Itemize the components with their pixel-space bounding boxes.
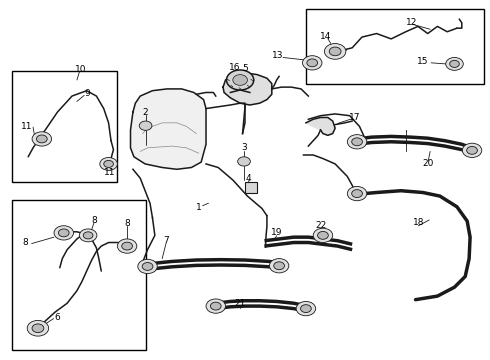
Circle shape	[226, 70, 254, 90]
Circle shape	[233, 75, 247, 85]
Circle shape	[83, 232, 93, 239]
Bar	[12, 71, 117, 182]
Text: 10: 10	[75, 65, 87, 74]
Text: 8: 8	[91, 216, 97, 225]
Circle shape	[313, 228, 333, 243]
Circle shape	[274, 262, 285, 270]
Circle shape	[307, 59, 318, 67]
Circle shape	[139, 121, 152, 130]
Text: 17: 17	[349, 113, 360, 122]
Text: 20: 20	[422, 159, 434, 168]
Circle shape	[79, 229, 97, 242]
Text: 6: 6	[54, 313, 60, 322]
Circle shape	[462, 143, 482, 157]
Circle shape	[238, 157, 250, 166]
Text: 8: 8	[124, 219, 130, 228]
Circle shape	[100, 157, 117, 170]
Circle shape	[296, 301, 316, 316]
Circle shape	[32, 132, 51, 146]
Text: 16: 16	[228, 63, 240, 72]
Text: 19: 19	[271, 228, 282, 237]
Text: 18: 18	[413, 219, 424, 228]
Circle shape	[300, 305, 311, 312]
Text: 22: 22	[315, 221, 326, 230]
Text: 3: 3	[241, 143, 247, 152]
Circle shape	[104, 161, 113, 167]
Circle shape	[347, 135, 367, 149]
Bar	[306, 9, 484, 84]
Polygon shape	[223, 73, 272, 105]
Text: 8: 8	[22, 238, 27, 247]
Circle shape	[466, 147, 477, 154]
Circle shape	[329, 47, 341, 56]
Bar	[245, 182, 257, 193]
Text: 5: 5	[243, 64, 248, 73]
Circle shape	[27, 320, 49, 336]
Circle shape	[270, 258, 289, 273]
Circle shape	[54, 226, 74, 240]
Circle shape	[36, 135, 47, 143]
Circle shape	[450, 60, 459, 67]
Circle shape	[352, 190, 363, 198]
Circle shape	[446, 58, 463, 70]
Circle shape	[318, 231, 328, 239]
Circle shape	[122, 242, 132, 250]
Circle shape	[206, 299, 225, 313]
Text: 15: 15	[417, 57, 429, 66]
Text: 14: 14	[319, 32, 331, 41]
Text: 12: 12	[406, 18, 418, 27]
Circle shape	[142, 262, 153, 270]
Text: 2: 2	[143, 108, 148, 117]
Circle shape	[324, 44, 346, 59]
Circle shape	[210, 302, 221, 310]
Text: 7: 7	[163, 236, 169, 245]
Text: 13: 13	[272, 51, 284, 60]
Circle shape	[302, 56, 322, 70]
Text: 1: 1	[196, 203, 201, 212]
Polygon shape	[130, 89, 206, 169]
Text: 4: 4	[245, 174, 251, 183]
Circle shape	[32, 324, 44, 333]
Circle shape	[138, 259, 157, 274]
Circle shape	[352, 138, 363, 146]
Bar	[12, 200, 146, 350]
Polygon shape	[306, 117, 335, 135]
Circle shape	[347, 186, 367, 201]
Text: 9: 9	[84, 89, 90, 98]
Text: 11: 11	[21, 122, 32, 131]
Text: 21: 21	[234, 299, 246, 308]
Circle shape	[117, 239, 137, 253]
Text: 11: 11	[104, 168, 115, 177]
Circle shape	[58, 229, 69, 237]
